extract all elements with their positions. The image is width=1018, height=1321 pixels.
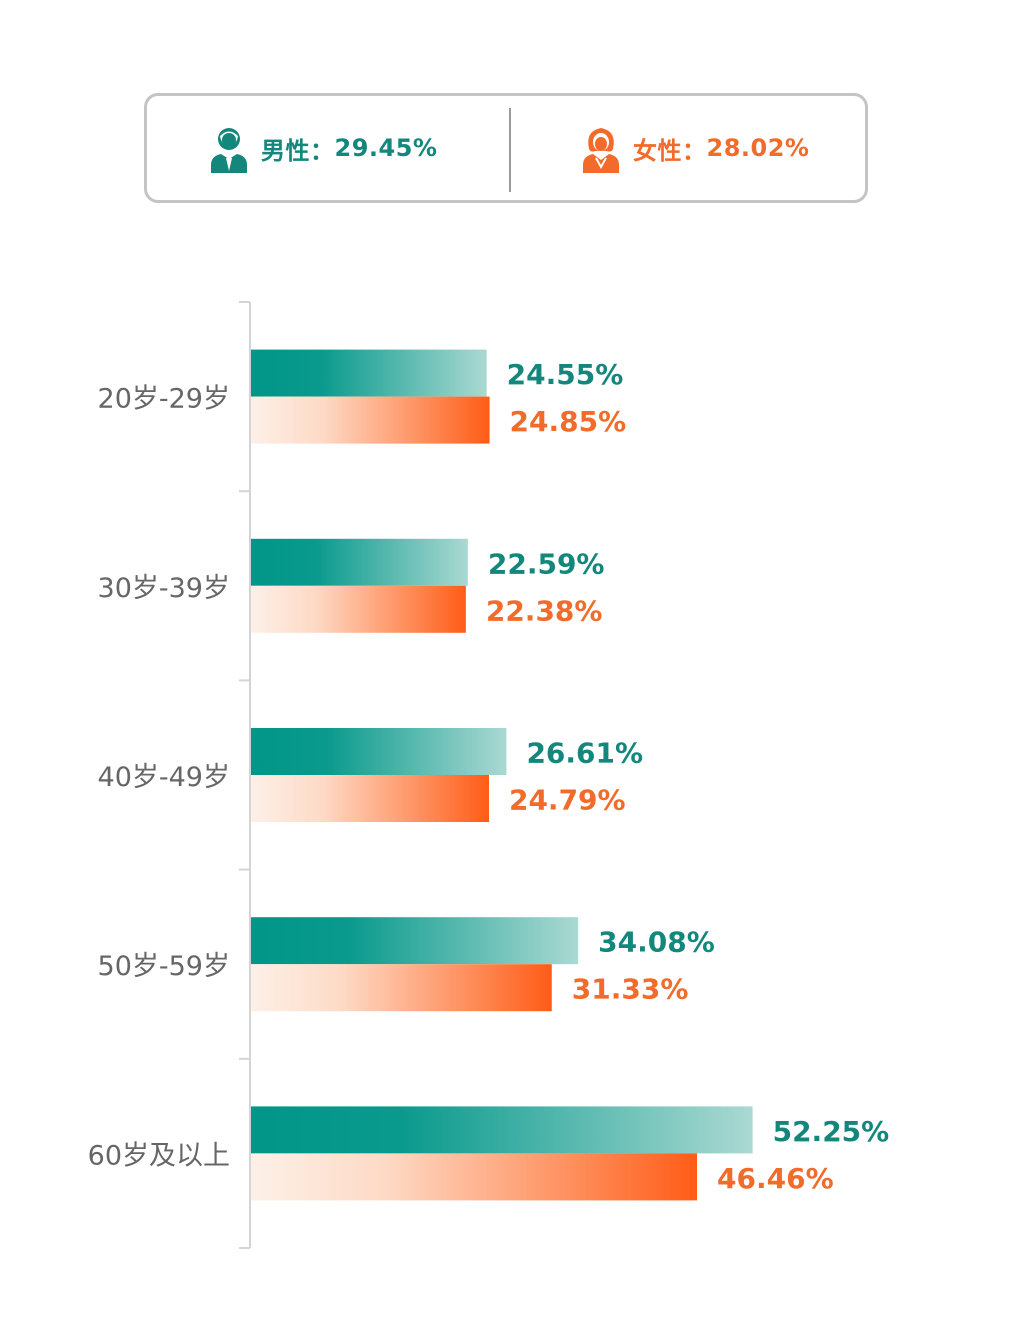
male-bar [251, 728, 507, 775]
male-summary-label: 男性： [261, 136, 335, 165]
category-label: 50岁-59岁 [98, 951, 230, 982]
category-label: 60岁及以上 [88, 1140, 230, 1171]
male-value-label: 34.08% [598, 926, 715, 959]
female-summary-value: 28.02% [706, 134, 810, 162]
female-value-label: 24.79% [509, 784, 626, 817]
male-bar [251, 917, 579, 965]
category-label: 30岁-39岁 [98, 573, 230, 604]
legend-female: 女性： 28.02% [579, 96, 809, 200]
female-value-label: 31.33% [572, 973, 689, 1006]
male-value-label: 52.25% [773, 1115, 890, 1148]
female-bar [251, 775, 489, 822]
male-value-label: 24.55% [507, 358, 624, 391]
female-value-label: 22.38% [486, 594, 603, 627]
category-label: 20岁-29岁 [98, 384, 230, 415]
legend-male: 男性： 29.45% [207, 96, 437, 200]
legend-divider [509, 108, 511, 192]
female-bar [251, 1153, 698, 1201]
summary-legend: 男性： 29.45% 女性： 28.02% [144, 93, 868, 203]
female-value-label: 46.46% [717, 1162, 834, 1195]
category-label: 40岁-49岁 [98, 762, 230, 793]
male-value-label: 26.61% [526, 737, 643, 770]
female-bar [251, 964, 552, 1012]
male-bar [251, 349, 487, 397]
female-value-label: 24.85% [510, 405, 627, 438]
male-bar [251, 1106, 753, 1154]
male-bar [251, 538, 468, 586]
male-value-label: 22.59% [488, 547, 605, 580]
male-user-icon [211, 128, 247, 173]
female-user-icon [583, 128, 619, 173]
female-bar [251, 585, 466, 633]
male-summary-value: 29.45% [334, 134, 438, 162]
female-bar [251, 396, 490, 444]
female-summary-label: 女性： [633, 136, 707, 165]
